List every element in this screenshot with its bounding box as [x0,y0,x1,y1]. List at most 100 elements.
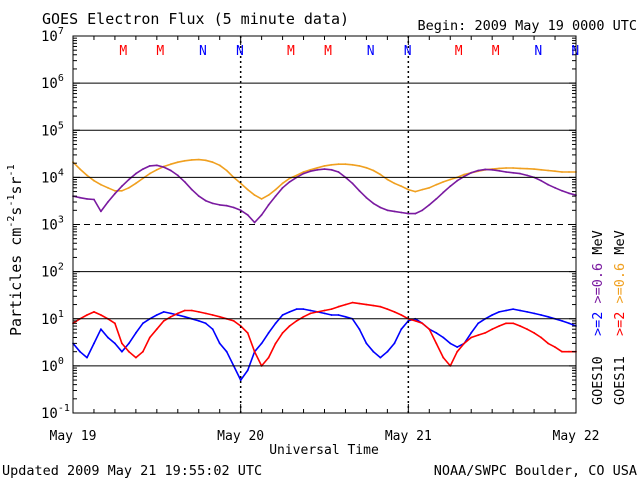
series-0-point [323,165,326,167]
y-tick-base: 10 [41,359,58,375]
series-1-point [484,168,487,171]
series-0-point [253,194,256,197]
series-0-point [79,168,81,171]
series-3-point [442,356,445,359]
series-2-point [295,308,298,310]
mn-marker-label: M [324,44,332,59]
series-2-point [274,322,277,325]
series-1-point [253,221,256,224]
series-1-point [568,192,570,195]
series-2-point [239,379,242,381]
mn-marker-label: N [571,44,579,59]
series-0-point [274,188,277,191]
series-0-point [428,186,431,189]
series-2-point [155,314,158,316]
series-3-point [505,322,507,325]
y-tick-base: 10 [41,123,58,139]
series-0-point [114,189,116,192]
series-2-point [246,369,249,372]
series-3-point [428,328,431,331]
label-ge06-orange: >=0.6 [612,263,628,304]
series-0-point [372,169,375,172]
series-1-point [477,169,480,172]
y-tick-base: 10 [41,406,58,422]
series-1-point [86,198,88,200]
series-2-point [533,312,535,315]
y-tick-label: 104 [41,167,64,186]
series-1-point [190,188,193,191]
series-2-point [456,346,459,348]
series-1-point [351,182,354,185]
series-1-point [211,202,214,205]
y-tick-base: 10 [41,76,58,92]
series-0-point [100,183,102,186]
series-0-point [330,163,333,166]
series-3-point [477,334,480,336]
series-1-point [281,186,284,189]
chart-title: GOES Electron Flux (5 minute data) [42,10,349,28]
series-2-point [260,342,263,345]
y-axis-label-sr: sr [7,176,25,194]
series-1-point [498,169,501,172]
label-mev-a: MeV [590,230,606,254]
y-tick-exponent: 5 [58,120,64,131]
series-1-point [414,212,417,215]
series-2-point [225,350,228,353]
y-tick-base: 10 [41,29,58,45]
series-2-point [393,342,396,345]
series-0-point [86,174,88,177]
mn-marker-label: N [534,44,542,59]
series-2-point [435,332,438,334]
y-axis-label: Particles cm-2s-1sr-1 [6,164,25,336]
series-0-point [121,189,123,192]
series-0-point [142,177,144,180]
series-1-point [135,172,137,175]
series-3-point [526,328,528,331]
series-1-point [288,181,291,183]
series-2-point [568,322,570,325]
label-goes10: GOES10 [590,356,606,405]
x-tick-label: May 20 [217,429,264,444]
series-3-point [309,312,312,315]
y-tick-base: 10 [41,312,58,328]
x-tick-label: May 22 [553,429,600,444]
series-1-point [365,196,368,199]
y-tick-label: 10-1 [41,403,70,422]
y-axis-label-exp2: -1 [6,195,17,207]
series-0-point [442,181,445,183]
series-0-point [281,182,284,185]
series-3-point [86,314,88,316]
series-2-point [281,314,284,316]
series-1-point [114,192,116,195]
series-3-point [554,346,556,348]
series-3-point [414,320,417,322]
series-3-point [142,350,144,353]
series-0-point [225,169,228,172]
series-0-point [449,178,452,181]
series-3-point [127,350,130,353]
series-0-point [519,167,521,170]
series-2-point [470,332,473,334]
series-3-point [540,336,542,339]
series-1-point [148,165,151,167]
x-tick-label: May 19 [50,429,97,444]
series-1-point [121,185,123,188]
mn-marker-label: M [455,44,463,59]
series-2-point [107,336,109,339]
series-0-point [568,171,570,173]
series-2-point [162,311,165,313]
series-2-point [309,309,312,312]
series-3-point [197,311,200,313]
y-tick-base: 10 [41,218,58,234]
series-0-point [386,178,389,181]
series-1-point [127,178,130,181]
series-2-point [400,328,403,331]
series-2-point [344,315,347,318]
mn-marker-label: N [367,44,375,59]
series-0-point [526,167,528,170]
series-2-point [288,311,291,313]
y-tick-exponent: 2 [58,262,64,273]
series-2-point [127,342,130,345]
series-1-point [323,168,326,171]
